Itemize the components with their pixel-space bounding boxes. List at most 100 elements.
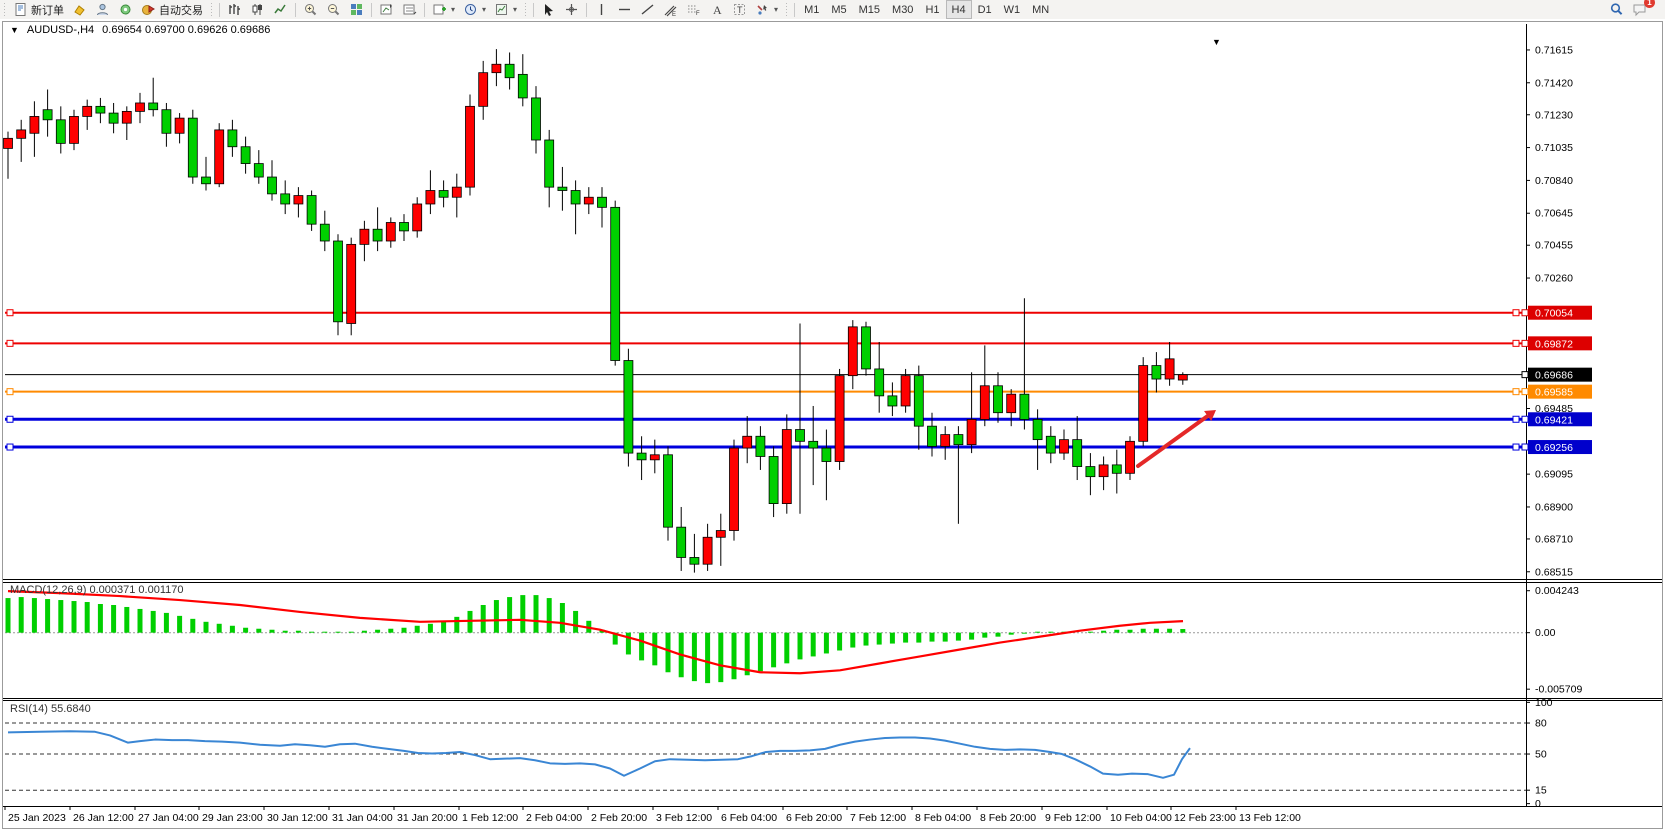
arrow-annotation[interactable] xyxy=(1136,410,1216,468)
candle-up xyxy=(121,110,132,124)
support-line-2-handle[interactable] xyxy=(1512,443,1520,451)
candle-down xyxy=(504,63,515,79)
rsi-axis-label: 100 xyxy=(1535,697,1553,709)
timeframe-m5-button[interactable]: M5 xyxy=(825,0,852,19)
zoom-in-button[interactable] xyxy=(299,0,322,19)
candle-up xyxy=(979,385,990,420)
periods-button[interactable]: ▾ xyxy=(459,0,490,19)
price-tick-label: 0.70645 xyxy=(1535,208,1573,220)
timeframe-m15-button[interactable]: M15 xyxy=(853,0,886,19)
profile-button[interactable] xyxy=(91,0,114,19)
candle-down xyxy=(927,425,937,447)
chart-shift-marker[interactable]: ▼ xyxy=(1212,37,1221,47)
resistance-line-2-handle[interactable] xyxy=(1512,339,1520,347)
crosshair-tool-button[interactable] xyxy=(560,0,583,19)
timeframe-m30-button-label: M30 xyxy=(892,3,914,16)
price-tag xyxy=(1528,367,1592,382)
hline-icon xyxy=(617,2,632,17)
resistance-line-1-handle[interactable] xyxy=(6,309,14,317)
timeframe-h4-button[interactable]: H4 xyxy=(945,0,972,19)
cursor-tool-button[interactable] xyxy=(537,0,560,19)
candle-up xyxy=(29,116,40,134)
vertical-line-tool-button[interactable] xyxy=(590,0,613,19)
candle-down xyxy=(953,434,964,446)
resistance-line-1-handle[interactable] xyxy=(1512,309,1520,317)
chart-plot: 0.71615 0.71420 0.71230 0.71035 0.70840 0.706… xyxy=(3,24,1662,824)
fibonacci-tool-button[interactable]: F xyxy=(682,0,705,19)
auto-arrange-button[interactable] xyxy=(375,0,398,19)
timeframe-w1-button[interactable]: W1 xyxy=(998,0,1027,19)
support-line-2-handle[interactable] xyxy=(6,443,14,451)
pivot-line-handle[interactable] xyxy=(6,388,14,396)
horizontal-line-tool-button[interactable] xyxy=(613,0,636,19)
vline-icon xyxy=(594,2,609,17)
candlesticks xyxy=(3,49,1188,573)
notification-badge: 1 xyxy=(1644,0,1655,8)
time-tick-label: 3 Feb 12:00 xyxy=(656,812,712,824)
candlestick-chart-button[interactable] xyxy=(246,0,269,19)
bar-chart-button[interactable] xyxy=(223,0,246,19)
candle-up xyxy=(359,228,370,245)
time-tick-label: 29 Jan 23:00 xyxy=(202,812,263,824)
pivot-line-handle[interactable] xyxy=(1512,388,1520,396)
indicators-button[interactable]: ▾ xyxy=(428,0,459,19)
chart-shift-button[interactable] xyxy=(398,0,421,19)
candle-up xyxy=(385,222,396,242)
svg-text:A: A xyxy=(713,3,722,17)
text-label-tool-button[interactable]: T xyxy=(728,0,751,19)
timeframe-d1-button[interactable]: D1 xyxy=(972,0,998,19)
timeframe-d1-button-label: D1 xyxy=(977,3,992,16)
candle-up xyxy=(742,435,753,449)
candle-down xyxy=(795,429,805,442)
support-line-1-handle[interactable] xyxy=(1512,415,1520,423)
chat-button[interactable]: 1 xyxy=(1628,0,1655,19)
candle-down xyxy=(333,240,343,323)
price-tag xyxy=(1528,305,1592,320)
support-line-1-handle[interactable] xyxy=(6,415,14,423)
arrows-tool-button[interactable]: ▾ xyxy=(751,0,782,19)
candle-down xyxy=(887,395,898,407)
resistance-line-2-handle[interactable] xyxy=(6,339,14,347)
time-tick-label: 7 Feb 12:00 xyxy=(850,812,906,824)
zoom-out-button[interactable] xyxy=(322,0,345,19)
timeframe-m1-button-label: M1 xyxy=(804,3,820,16)
tile-windows-button[interactable] xyxy=(345,0,368,19)
dropdown-caret-icon: ▾ xyxy=(513,5,518,14)
candle-up xyxy=(649,454,660,461)
new-order-button[interactable]: 新订单 xyxy=(9,0,68,19)
candle-up xyxy=(729,447,739,531)
text-tool-button[interactable]: A xyxy=(705,0,728,19)
candle-up xyxy=(1125,440,1135,474)
templates-button[interactable]: ▾ xyxy=(490,0,521,19)
search-button[interactable] xyxy=(1605,0,1628,19)
deposit-button[interactable] xyxy=(68,0,91,19)
candle-down xyxy=(1151,365,1162,380)
rsi-axis-label: 15 xyxy=(1535,785,1547,797)
price-tick-label: 0.70260 xyxy=(1535,273,1573,285)
toolbar-separator xyxy=(424,2,425,17)
candle-down xyxy=(874,368,885,397)
symbol-dropdown-icon[interactable]: ▼ xyxy=(10,25,19,35)
timeframe-m1-button[interactable]: M1 xyxy=(798,0,825,19)
horizontal-lines xyxy=(5,309,1526,451)
trendline-tool-button[interactable] xyxy=(636,0,659,19)
candle-down xyxy=(993,385,1003,414)
timeframe-h1-button[interactable]: H1 xyxy=(919,0,945,19)
signals-button[interactable] xyxy=(114,0,137,19)
candle-down xyxy=(544,139,555,188)
timeframe-m30-button[interactable]: M30 xyxy=(886,0,919,19)
auto-trading-button[interactable]: 自动交易 xyxy=(137,0,207,19)
candle-down xyxy=(399,222,409,232)
macd-indicator-label: MACD(12,26,9) 0.000371 0.001170 xyxy=(10,584,184,596)
line-chart-button[interactable] xyxy=(269,0,292,19)
timeframe-mn-button[interactable]: MN xyxy=(1026,0,1055,19)
rsi-axis-label: 0 xyxy=(1535,798,1541,810)
dropdown-caret-icon: ▾ xyxy=(451,5,456,14)
candle-down xyxy=(306,195,317,225)
channel-tool-button[interactable]: E xyxy=(659,0,682,19)
candle-down xyxy=(597,196,607,208)
candle-up xyxy=(69,116,79,144)
fibo-icon: F xyxy=(686,2,701,17)
macd-pane: 0.004243 0.00 -0.005709 xyxy=(5,585,1582,696)
